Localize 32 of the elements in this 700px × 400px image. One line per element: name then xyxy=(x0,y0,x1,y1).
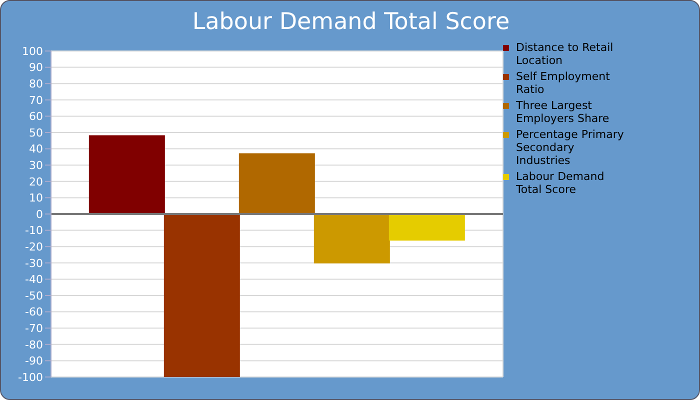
legend-label: Three Largest Employers Share xyxy=(516,99,610,125)
y-tick-label: 60 xyxy=(29,110,43,124)
y-tick-label: -10 xyxy=(25,224,43,238)
y-tick-label: -30 xyxy=(25,256,43,270)
bar xyxy=(314,214,390,264)
bar xyxy=(164,214,240,377)
y-tick-label: -80 xyxy=(25,338,43,352)
y-tick-label: 80 xyxy=(29,78,43,91)
y-tick-label: -60 xyxy=(25,306,43,319)
y-tick-label: 70 xyxy=(29,94,43,107)
y-tick-label: 20 xyxy=(29,175,43,188)
legend-label: Percentage Primary Secondary Industries xyxy=(516,128,625,167)
y-tick-label: -50 xyxy=(25,289,43,302)
legend-label: Distance to Retail Location xyxy=(516,41,614,67)
y-tick-label: 0 xyxy=(36,208,43,221)
y-tick-label: 10 xyxy=(29,192,43,205)
y-tick-label: 90 xyxy=(29,61,43,74)
y-tick-label: 50 xyxy=(29,126,43,140)
y-tick-label: 100 xyxy=(22,44,43,58)
legend-label: Self Employment Ratio xyxy=(516,70,611,96)
y-tick-label: -40 xyxy=(25,273,43,286)
legend-label: Labour Demand Total Score xyxy=(516,170,606,196)
bar xyxy=(388,214,465,241)
y-tick-label: -100 xyxy=(18,370,43,384)
y-tick-label: -90 xyxy=(25,354,43,368)
y-tick-label: 30 xyxy=(29,159,43,172)
bar xyxy=(238,153,315,214)
chart-title: Labour Demand Total Score xyxy=(191,9,511,35)
bar xyxy=(88,135,165,214)
y-tick-label: -20 xyxy=(25,240,43,254)
y-tick-label: 40 xyxy=(29,142,43,156)
y-tick-label: -70 xyxy=(25,322,43,336)
